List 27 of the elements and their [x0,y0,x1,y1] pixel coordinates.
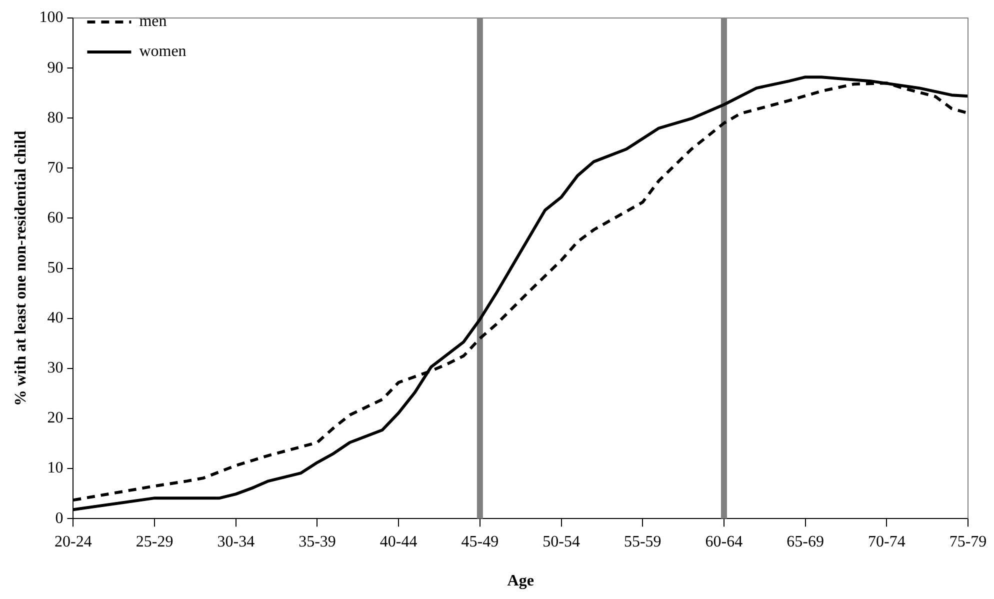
x-tick-label: 20-24 [54,533,92,550]
x-tick-label: 35-39 [298,533,336,550]
x-tick-label: 75-79 [949,533,987,550]
x-tick-label: 30-34 [217,533,255,550]
x-tick-label: 50-54 [542,533,580,550]
y-tick-label: 10 [47,460,64,477]
x-tick-label: 70-74 [868,533,906,550]
y-tick-label: 90 [47,59,64,76]
y-tick-label: 40 [47,310,64,327]
y-tick-label: 0 [55,510,64,527]
x-axis-title: Age [507,572,534,590]
y-tick-label: 100 [39,9,64,26]
legend-label: men [139,13,167,30]
y-tick-label: 60 [47,209,64,226]
y-tick-label: 30 [47,360,64,377]
x-tick-label: 65-69 [786,533,824,550]
y-tick-label: 50 [47,260,64,277]
x-tick-label: 40-44 [380,533,418,550]
x-tick-label: 25-29 [136,533,174,550]
x-tick-label: 55-59 [624,533,662,550]
y-axis-title: % with at least one non-residential child [12,130,30,406]
x-tick-label: 60-64 [705,533,743,550]
y-tick-label: 80 [47,109,64,126]
legend-label: women [139,43,186,60]
y-tick-label: 70 [47,159,64,176]
y-tick-label: 20 [47,410,64,427]
x-tick-label: 45-49 [461,533,499,550]
